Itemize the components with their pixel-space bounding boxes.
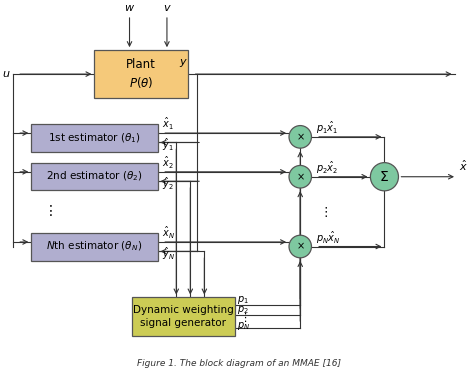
Text: $N$th estimator $(\theta_N)$: $N$th estimator $(\theta_N)$ bbox=[46, 240, 143, 253]
Text: $p_2\hat{x}_2$: $p_2\hat{x}_2$ bbox=[316, 160, 338, 176]
Text: $p_1\hat{x}_1$: $p_1\hat{x}_1$ bbox=[316, 120, 338, 137]
Text: $\hat{x}_1$: $\hat{x}_1$ bbox=[162, 116, 174, 132]
Text: $\Sigma$: $\Sigma$ bbox=[380, 170, 389, 184]
FancyBboxPatch shape bbox=[31, 163, 157, 190]
Text: $u$: $u$ bbox=[2, 69, 10, 79]
Text: $\vdots$: $\vdots$ bbox=[319, 205, 328, 219]
Text: $\times$: $\times$ bbox=[296, 241, 305, 252]
FancyBboxPatch shape bbox=[31, 124, 157, 152]
Text: $p_2$: $p_2$ bbox=[237, 304, 249, 316]
Ellipse shape bbox=[370, 163, 399, 191]
Text: $v$: $v$ bbox=[163, 3, 171, 13]
FancyBboxPatch shape bbox=[132, 298, 235, 336]
Text: $\vdots$: $\vdots$ bbox=[43, 203, 53, 218]
Text: $w$: $w$ bbox=[124, 3, 135, 13]
Ellipse shape bbox=[289, 235, 311, 258]
Text: $\hat{x}_2$: $\hat{x}_2$ bbox=[162, 155, 174, 171]
Text: Figure 1. The block diagram of an MMAE [16]: Figure 1. The block diagram of an MMAE [… bbox=[137, 359, 341, 368]
Text: $\hat{x}$: $\hat{x}$ bbox=[459, 159, 468, 173]
Text: $\times$: $\times$ bbox=[296, 132, 305, 142]
Text: $\vdots$: $\vdots$ bbox=[239, 311, 247, 324]
Text: Plant
$P(\theta)$: Plant $P(\theta)$ bbox=[126, 58, 156, 90]
Text: $\hat{y}_1$: $\hat{y}_1$ bbox=[162, 137, 174, 153]
Text: 2nd estimator $(\theta_2)$: 2nd estimator $(\theta_2)$ bbox=[46, 170, 143, 183]
Text: Dynamic weighting
signal generator: Dynamic weighting signal generator bbox=[133, 305, 234, 328]
Text: $\hat{x}_N$: $\hat{x}_N$ bbox=[162, 225, 175, 241]
Text: $\times$: $\times$ bbox=[296, 171, 305, 182]
Ellipse shape bbox=[289, 166, 311, 188]
Text: $\hat{y}_N$: $\hat{y}_N$ bbox=[162, 246, 175, 262]
Text: $p_1$: $p_1$ bbox=[237, 294, 249, 306]
Text: $y$: $y$ bbox=[179, 57, 188, 68]
Text: $p_N$: $p_N$ bbox=[237, 320, 250, 333]
Text: $\hat{y}_2$: $\hat{y}_2$ bbox=[162, 176, 174, 192]
Text: $p_N\hat{x}_N$: $p_N\hat{x}_N$ bbox=[316, 230, 340, 246]
Text: 1st estimator $(\theta_1)$: 1st estimator $(\theta_1)$ bbox=[48, 131, 141, 145]
FancyBboxPatch shape bbox=[31, 233, 157, 260]
FancyBboxPatch shape bbox=[94, 50, 188, 98]
Ellipse shape bbox=[289, 126, 311, 148]
